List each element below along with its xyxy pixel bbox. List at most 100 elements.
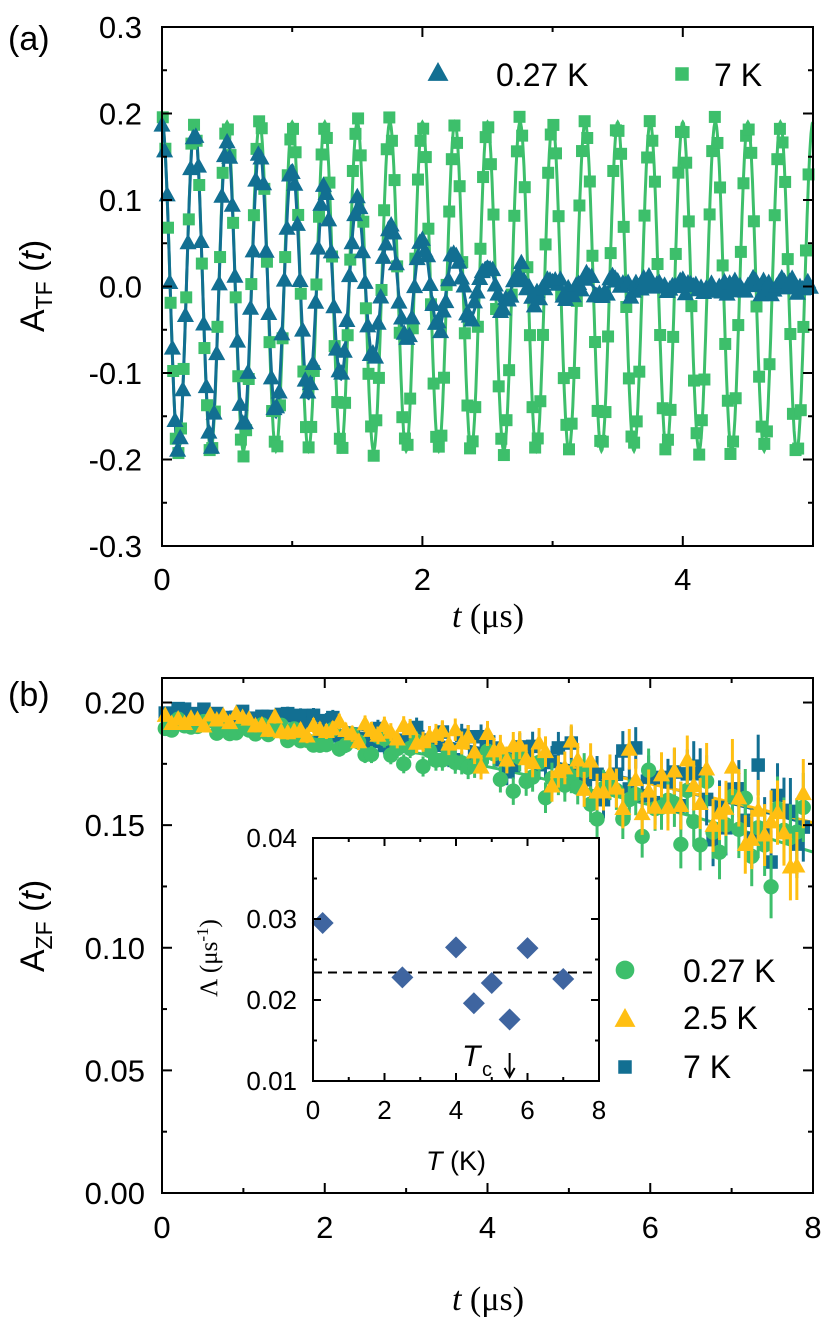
data-point: [602, 330, 615, 343]
data-point: [599, 406, 612, 419]
data-point: [374, 248, 392, 264]
y-tick-label: 0.10: [85, 931, 145, 966]
data-point: [404, 392, 417, 405]
data-point: [443, 205, 456, 218]
data-point: [693, 448, 706, 461]
data-point: [537, 790, 554, 806]
data-point: [776, 136, 789, 149]
inset-data-point: [311, 912, 334, 935]
data-point: [640, 266, 658, 283]
data-point: [177, 362, 190, 375]
data-point: [749, 801, 767, 817]
inset-y-tick-label: 0.02: [246, 985, 297, 1015]
data-point: [223, 196, 241, 212]
data-point: [651, 258, 664, 271]
data-point: [685, 776, 703, 793]
data-point: [601, 764, 619, 781]
data-point: [737, 177, 750, 190]
data-point: [672, 166, 685, 179]
data-point: [372, 287, 390, 304]
y-tick-label: 0.2: [99, 97, 142, 132]
inset-data-point: [462, 992, 485, 1015]
data-point: [641, 151, 654, 164]
data-point: [775, 823, 793, 840]
data-point: [273, 324, 291, 341]
data-point: [275, 271, 293, 287]
data-point: [302, 441, 315, 454]
data-point: [260, 255, 273, 268]
data-point: [167, 365, 180, 378]
data-point: [318, 122, 331, 135]
panel-a-ticks: [161, 26, 814, 547]
data-point: [466, 435, 479, 448]
data-point: [539, 238, 552, 251]
inset-x-tick-label: 4: [449, 1095, 463, 1125]
data-point: [445, 153, 458, 166]
data-point: [478, 724, 497, 740]
data-point: [627, 770, 645, 787]
data-point: [612, 124, 625, 137]
data-point: [474, 242, 487, 255]
x-tick-label: 4: [479, 1210, 496, 1245]
data-point: [227, 216, 240, 229]
data-point: [487, 208, 500, 221]
data-point: [717, 799, 735, 815]
data-point: [294, 321, 312, 337]
data-point: [415, 758, 431, 775]
data-point: [763, 879, 779, 895]
data-point: [356, 273, 374, 289]
data-point: [292, 208, 305, 221]
data-point: [673, 836, 689, 853]
data-point: [198, 342, 211, 355]
data-point: [257, 242, 275, 258]
data-point: [453, 180, 466, 193]
data-point: [581, 132, 594, 145]
data-point: [477, 171, 490, 184]
data-point: [756, 826, 774, 842]
data-point: [794, 784, 812, 801]
data-point: [305, 420, 318, 433]
data-point: [435, 429, 448, 442]
data-point: [315, 148, 328, 161]
legend-marker: [675, 67, 689, 81]
data-point: [563, 443, 576, 456]
data-point: [771, 153, 784, 166]
legend-label-2-5K-b: 2.5 K: [683, 1000, 758, 1036]
data-point: [200, 423, 218, 439]
data-point: [568, 366, 581, 379]
data-point: [226, 267, 244, 283]
data-point: [214, 251, 227, 264]
data-point: [652, 765, 671, 782]
data-point: [607, 779, 625, 795]
panel-b-y-axis-label: AZF (t): [14, 880, 57, 972]
data-point: [283, 163, 301, 179]
data-point: [268, 397, 286, 414]
data-point: [284, 133, 297, 146]
data-point: [434, 301, 452, 318]
data-point: [492, 380, 505, 393]
data-point: [531, 289, 549, 306]
inset-x-tick-label: 2: [377, 1095, 391, 1125]
data-point: [562, 732, 580, 748]
inset-data-point: [445, 936, 467, 959]
data-point: [482, 121, 495, 134]
data-point: [646, 134, 659, 147]
data-point: [781, 253, 794, 266]
data-point: [531, 432, 544, 445]
data-point: [680, 156, 693, 169]
data-point: [429, 312, 447, 329]
x-tick-label: 6: [642, 1210, 659, 1245]
data-point: [788, 856, 806, 873]
inset-ticks: [312, 837, 600, 1082]
data-point: [799, 244, 812, 257]
data-point: [719, 337, 732, 350]
data-point: [427, 377, 440, 390]
data-point: [586, 249, 599, 262]
data-point: [320, 131, 333, 144]
data-point: [195, 716, 213, 733]
data-point: [166, 411, 184, 427]
data-point: [762, 812, 780, 829]
legend-marker-0-27K-b: [615, 960, 635, 980]
data-point: [294, 287, 307, 300]
